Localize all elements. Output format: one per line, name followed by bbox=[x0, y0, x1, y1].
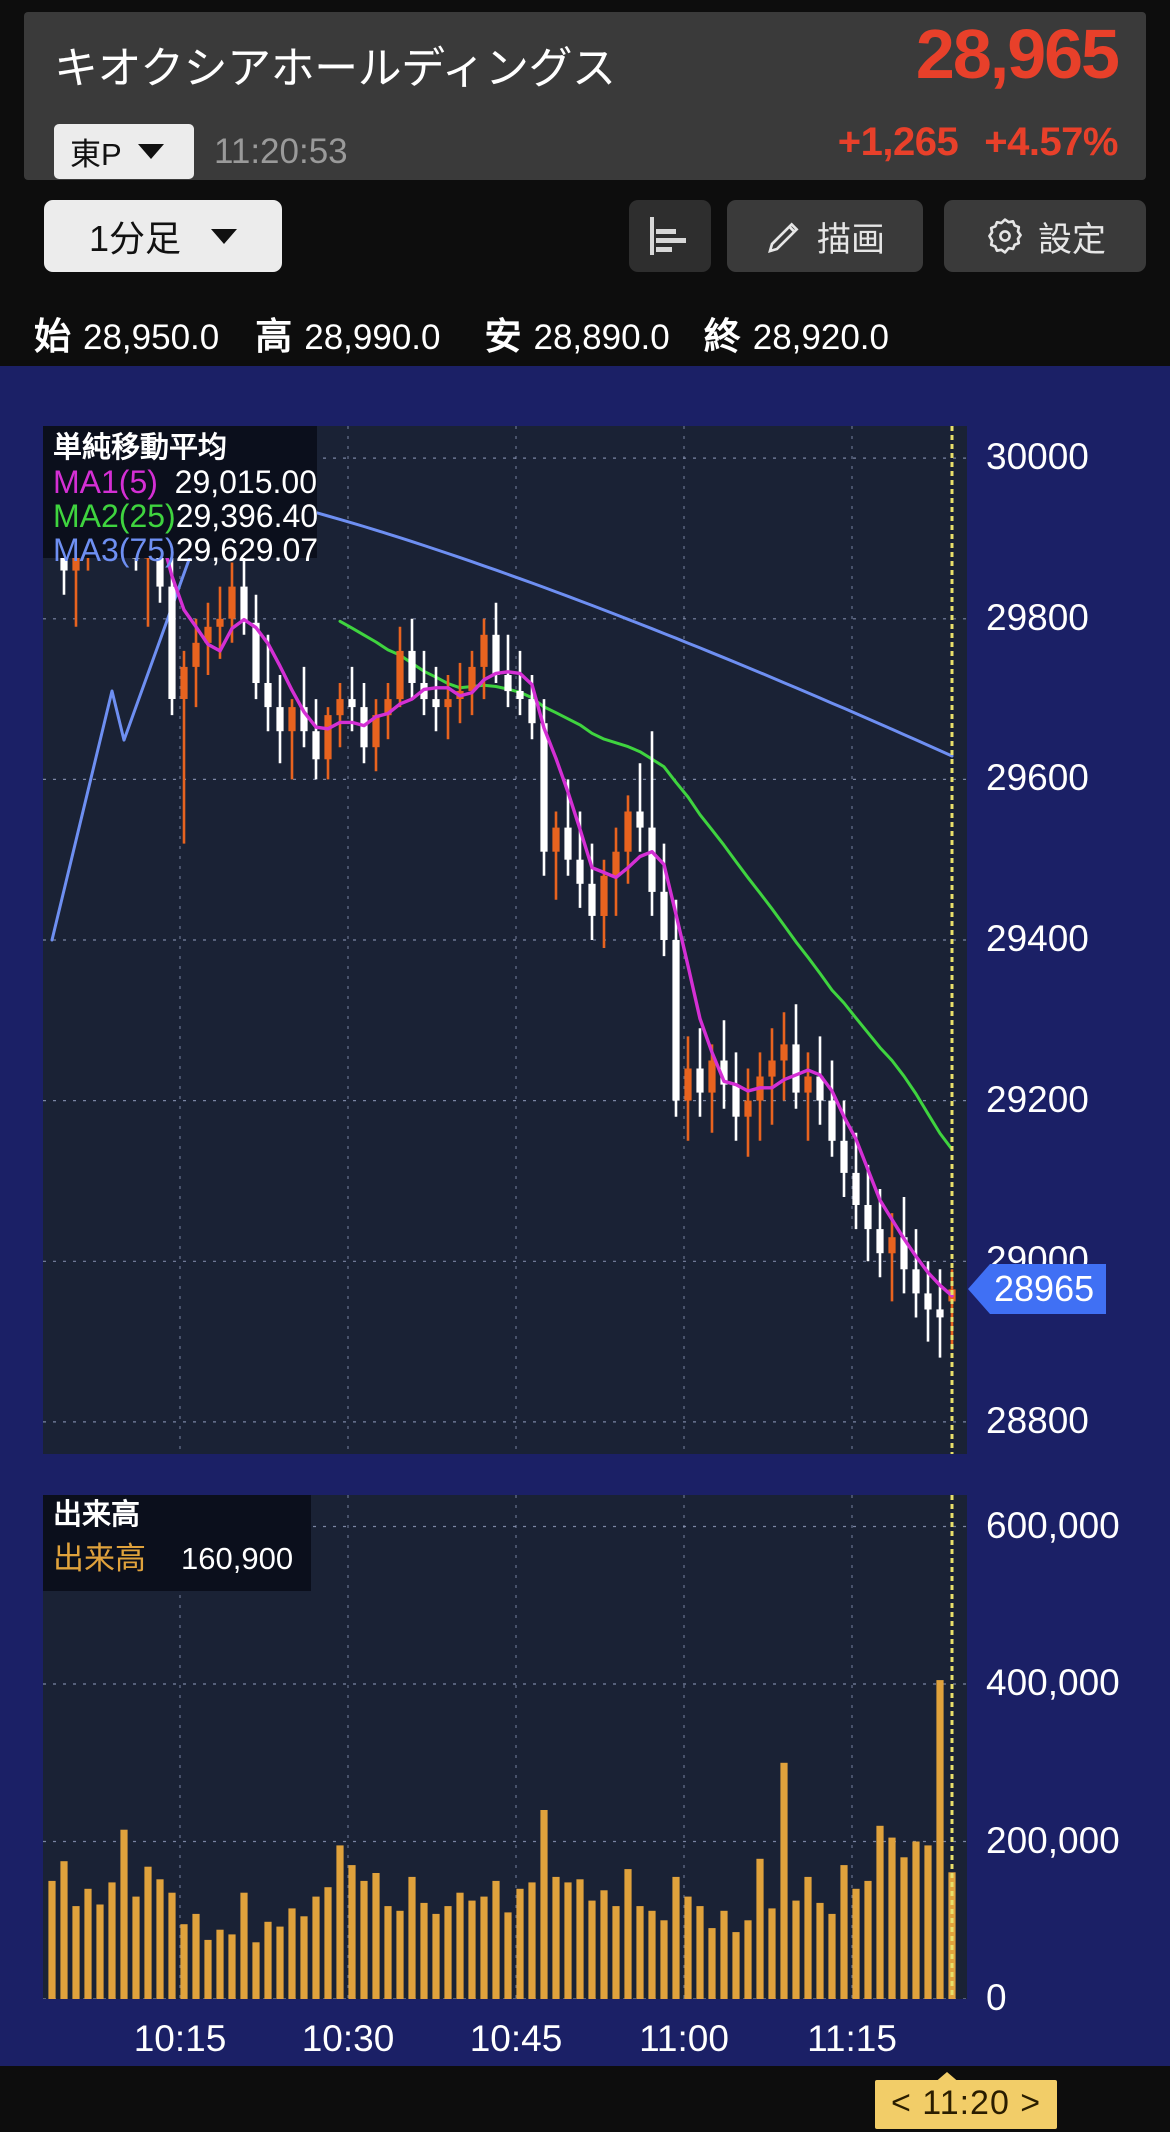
current-price: 28,965 bbox=[915, 15, 1120, 93]
interval-selector[interactable]: 1分足 bbox=[44, 200, 282, 272]
stock-header: キオクシアホールディングス 28,965 東P 11:20:53 +1,265 … bbox=[24, 12, 1146, 180]
ohlc-high: 高 28,990.0 bbox=[255, 306, 440, 360]
ma1-value: 29,015.00 bbox=[174, 464, 317, 501]
volume-series-name: 出来高 bbox=[53, 1541, 146, 1577]
ma3-name: MA3(75) bbox=[53, 532, 176, 569]
volume-legend-title: 出来高 bbox=[53, 1499, 141, 1531]
volume-plot-svg bbox=[43, 1495, 967, 1999]
price-axis-tick: 28800 bbox=[986, 1399, 1089, 1441]
chevron-down-icon bbox=[137, 144, 164, 159]
price-axis-tick: 29400 bbox=[986, 918, 1089, 959]
ma-legend: 単純移動平均 MA1(5) 29,015.00 MA2(25) 29,396.4… bbox=[43, 426, 319, 566]
exchange-selector[interactable]: 東P bbox=[54, 124, 194, 179]
ohlc-close-value: 28,920.0 bbox=[752, 318, 889, 357]
time-axis-tick: 11:00 bbox=[639, 2018, 729, 2059]
ohlc-open-label: 始 bbox=[34, 316, 71, 357]
volume-legend-row: 出来高 160,900 bbox=[53, 1533, 311, 1578]
draw-button[interactable]: 描画 bbox=[727, 200, 923, 272]
ohlc-low-label: 安 bbox=[484, 316, 522, 357]
ohlc-open: 始 28,950.0 bbox=[34, 306, 219, 360]
time-axis-tick: 10:15 bbox=[133, 2018, 227, 2059]
price-panel[interactable] bbox=[43, 426, 967, 1454]
time-axis-tick: 10:30 bbox=[301, 2018, 395, 2059]
ohlc-bar: 始 28,950.0 高 28,990.0 安 28,890.0 終 28,92… bbox=[0, 302, 1170, 364]
settings-label: 設定 bbox=[1038, 220, 1106, 259]
ma-row-2: MA2(25) 29,396.40 bbox=[53, 498, 319, 535]
ohlc-open-value: 28,950.0 bbox=[83, 318, 220, 357]
price-axis-tick: 29600 bbox=[986, 757, 1089, 799]
draw-label: 描画 bbox=[817, 220, 885, 259]
price-tag-arrow bbox=[968, 1264, 990, 1315]
ma-legend-title: 単純移動平均 bbox=[53, 432, 228, 464]
indicator-menu-button[interactable] bbox=[629, 200, 711, 272]
change-absolute: +1,265 bbox=[837, 120, 959, 164]
volume-axis-tick: 600,000 bbox=[986, 1504, 1120, 1546]
sub-row: 東P 11:20:53 bbox=[54, 124, 348, 179]
volume-axis-tick: 200,000 bbox=[986, 1819, 1120, 1861]
volume-axis-tick: 0 bbox=[986, 1977, 1007, 2018]
ma-row-1: MA1(5) 29,015.00 bbox=[53, 466, 317, 498]
bar-list-icon bbox=[650, 217, 690, 255]
exchange-label: 東P bbox=[70, 137, 122, 172]
time-axis-tick: 11:15 bbox=[807, 2018, 897, 2059]
ma1-name: MA1(5) bbox=[53, 464, 158, 501]
ma2-name: MA2(25) bbox=[53, 498, 176, 535]
pencil-icon bbox=[765, 216, 805, 256]
price-change-row: +1,265 +4.57% bbox=[837, 120, 1119, 165]
title-row: キオクシアホールディングス bbox=[54, 32, 616, 96]
ohlc-high-label: 高 bbox=[255, 316, 293, 357]
chart-toolbar: 1分足 描画 設定 bbox=[0, 196, 1170, 296]
interval-label: 1分足 bbox=[88, 218, 182, 259]
price-plot-svg bbox=[43, 426, 967, 1454]
ohlc-close: 終 28,920.0 bbox=[704, 306, 889, 360]
change-percent: +4.57% bbox=[984, 120, 1118, 164]
ohlc-close-label: 終 bbox=[703, 316, 741, 357]
time-navigator-badge[interactable]: < 11:20 > bbox=[875, 2080, 1058, 2129]
ma-row-3: MA3(75) 29,629.07 bbox=[53, 532, 319, 569]
clock-time: 11:20:53 bbox=[214, 131, 348, 171]
chart-area[interactable]: 単純移動平均 MA1(5) 29,015.00 MA2(25) 29,396.4… bbox=[0, 366, 1170, 2066]
price-axis-tick: 29800 bbox=[986, 596, 1089, 638]
ohlc-low-value: 28,890.0 bbox=[533, 318, 670, 357]
time-axis-tick: 10:45 bbox=[469, 2018, 563, 2059]
ohlc-low: 安 28,890.0 bbox=[485, 306, 670, 360]
gear-icon bbox=[984, 215, 1026, 257]
time-axis: 10:15 10:30 10:45 11:00 11:15 bbox=[0, 2018, 1170, 2070]
chevron-down-icon bbox=[211, 228, 238, 244]
time-badge-wrap: < 11:20 > bbox=[0, 2072, 1170, 2132]
ohlc-high-value: 28,990.0 bbox=[304, 318, 441, 357]
volume-value: 160,900 bbox=[181, 1541, 294, 1577]
ma3-value: 29,629.07 bbox=[175, 532, 319, 569]
price-axis-tick: 30000 bbox=[986, 436, 1089, 478]
price-axis-tick: 29200 bbox=[986, 1078, 1089, 1120]
current-price-tag: 28965 bbox=[968, 1264, 1107, 1315]
price-tag-value: 28965 bbox=[990, 1264, 1107, 1315]
settings-button[interactable]: 設定 bbox=[944, 200, 1146, 272]
volume-legend: 出来高 出来高 160,900 bbox=[43, 1495, 311, 1591]
stock-name: キオクシアホールディングス bbox=[54, 44, 616, 93]
volume-axis-tick: 400,000 bbox=[986, 1662, 1120, 1703]
ma2-value: 29,396.40 bbox=[175, 498, 319, 535]
